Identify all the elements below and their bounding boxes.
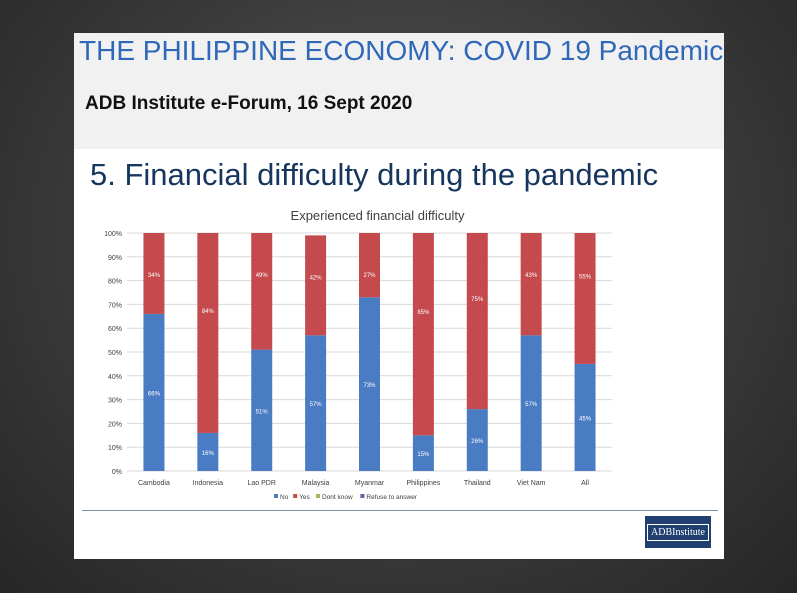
x-tick-label: Philippines (406, 480, 440, 487)
data-label: 34% (148, 273, 161, 279)
y-tick-label: 30% (108, 398, 122, 405)
legend-swatch (293, 494, 298, 498)
bar-no (143, 313, 165, 471)
legend-entry: Yes (299, 494, 310, 501)
x-tick-label: Thailand (464, 480, 491, 487)
bar-yes (359, 233, 380, 298)
data-label: 42% (310, 275, 323, 281)
bar-no (574, 363, 596, 471)
data-label: 43% (525, 273, 538, 279)
x-tick-label: Malaysia (302, 480, 330, 487)
data-label: 15% (417, 452, 430, 458)
y-tick-label: 80% (108, 279, 122, 286)
stacked-bar-chart: Experienced financial difficulty 0% 10% 20%… (104, 208, 612, 501)
y-tick-label: 60% (108, 326, 122, 333)
legend-entry: Dont know (322, 494, 353, 501)
bar-yes (305, 235, 327, 336)
data-label: 85% (417, 310, 430, 316)
slide: THE PHILIPPINE ECONOMY: COVID 19 Pandemi… (74, 33, 724, 559)
bar-yes (251, 233, 273, 350)
data-label: 26% (471, 439, 484, 445)
bar-yes (466, 233, 488, 410)
y-tick-label: 10% (108, 445, 122, 452)
data-label: 66% (148, 391, 161, 397)
data-label: 49% (256, 273, 269, 279)
data-label: 16% (202, 451, 215, 457)
data-label: 73% (363, 383, 376, 389)
bar-no (412, 435, 434, 471)
bar-no (305, 335, 327, 471)
data-label: 57% (310, 402, 323, 408)
chart-title: Experienced financial difficulty (291, 208, 465, 223)
data-label: 51% (256, 409, 269, 415)
bar-yes (143, 233, 165, 314)
x-tick-label: Indonesia (193, 480, 223, 487)
x-tick-label: All (581, 480, 589, 487)
legend-entry: No (280, 494, 289, 501)
legend-entry: Refuse to answer (366, 494, 417, 501)
y-tick-label: 40% (108, 374, 122, 381)
x-tick-label: Lao PDR (248, 480, 276, 487)
legend-swatch (316, 494, 320, 498)
bar-yes (412, 233, 434, 436)
slide-title: THE PHILIPPINE ECONOMY: COVID 19 Pandemi… (79, 35, 724, 66)
y-tick-label: 90% (108, 255, 122, 262)
x-tick-label: Cambodia (138, 480, 170, 487)
data-label: 84% (202, 309, 215, 315)
logo-text: ADBInstitute (647, 523, 709, 541)
bar-yes (520, 233, 542, 336)
y-tick-label: 50% (108, 350, 122, 357)
bar-no (466, 409, 488, 471)
slide-subtitle: ADB Institute e-Forum, 16 Sept 2020 (85, 93, 413, 114)
y-tick-label: 20% (108, 421, 122, 428)
y-tick-label: 0% (112, 469, 122, 476)
data-label: 75% (471, 297, 484, 303)
bar-no (359, 297, 380, 471)
bar-no (251, 349, 273, 471)
data-label: 27% (363, 273, 376, 279)
bar-yes (574, 233, 596, 364)
bar-yes (197, 233, 219, 433)
data-label: 45% (579, 416, 592, 422)
section-heading: 5. Financial difficulty during the pande… (90, 157, 659, 192)
adbi-logo: ADBInstitute (645, 516, 711, 548)
bar-no (520, 335, 542, 471)
bar-no (197, 432, 219, 471)
x-tick-label: Viet Nam (517, 480, 546, 487)
footer-rule (82, 510, 718, 511)
x-tick-label: Myanmar (355, 480, 385, 487)
data-label: 57% (525, 402, 538, 408)
header-band (74, 33, 724, 149)
legend-swatch (274, 494, 278, 498)
y-tick-label: 100% (104, 231, 122, 238)
data-label: 55% (579, 274, 592, 280)
y-tick-label: 70% (108, 302, 122, 309)
legend-swatch (360, 494, 365, 498)
